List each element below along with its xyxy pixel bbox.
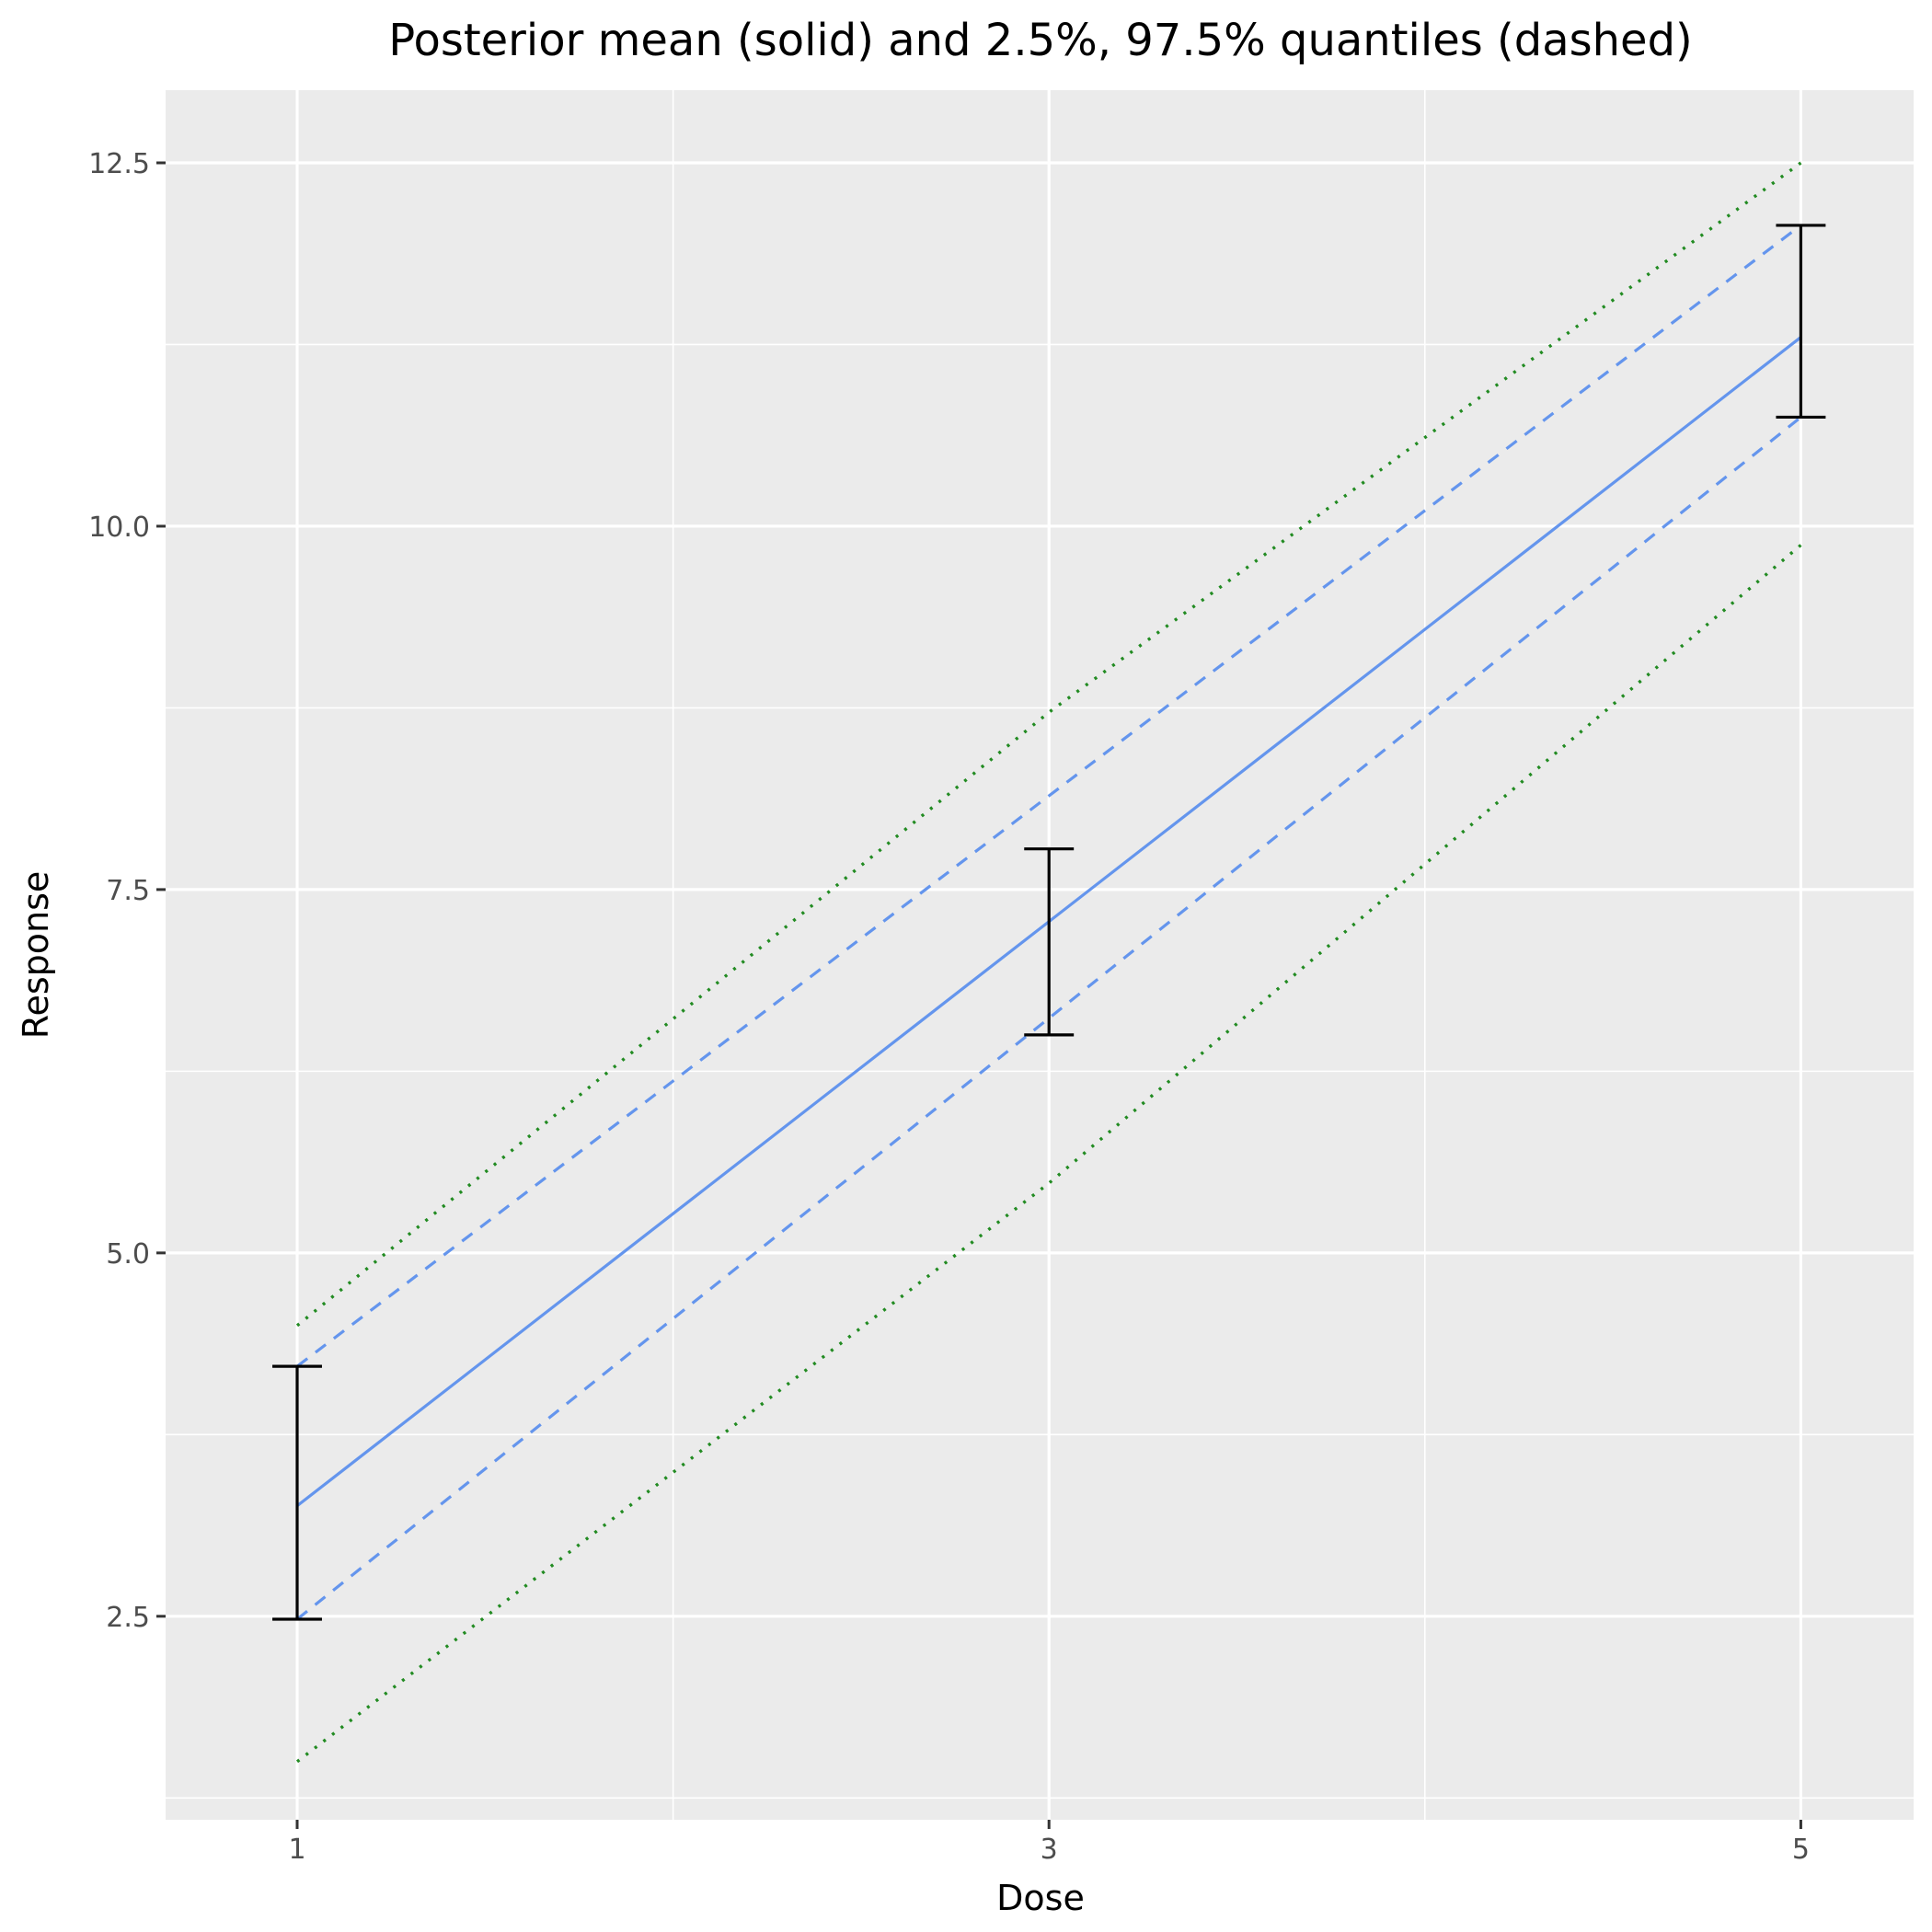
- minor-gridlines: [166, 90, 1914, 1820]
- y-tick-label: 5.0: [106, 1238, 150, 1271]
- series-line-dashed: [296, 224, 1802, 1368]
- series-line-dotted: [295, 161, 1802, 1328]
- y-tick-label: 10.0: [88, 512, 150, 544]
- plot-panel: [166, 90, 1914, 1820]
- x-tick-label: 3: [1041, 1834, 1058, 1866]
- error-bars: [272, 224, 1826, 1621]
- y-tick-label: 2.5: [106, 1602, 150, 1634]
- y-axis: 2.5 5.0 7.5 10.0 12.5: [88, 148, 166, 1634]
- y-tick-label: 12.5: [88, 148, 150, 180]
- y-tick-label: 7.5: [106, 875, 150, 907]
- y-axis-title: Response: [16, 871, 56, 1040]
- x-tick-label: 1: [288, 1834, 305, 1866]
- x-axis: 1 3 5: [288, 1820, 1810, 1866]
- x-axis-title: Dose: [996, 1878, 1085, 1918]
- chart-title: Posterior mean (solid) and 2.5%, 97.5% q…: [388, 15, 1693, 66]
- x-tick-label: 5: [1792, 1834, 1810, 1866]
